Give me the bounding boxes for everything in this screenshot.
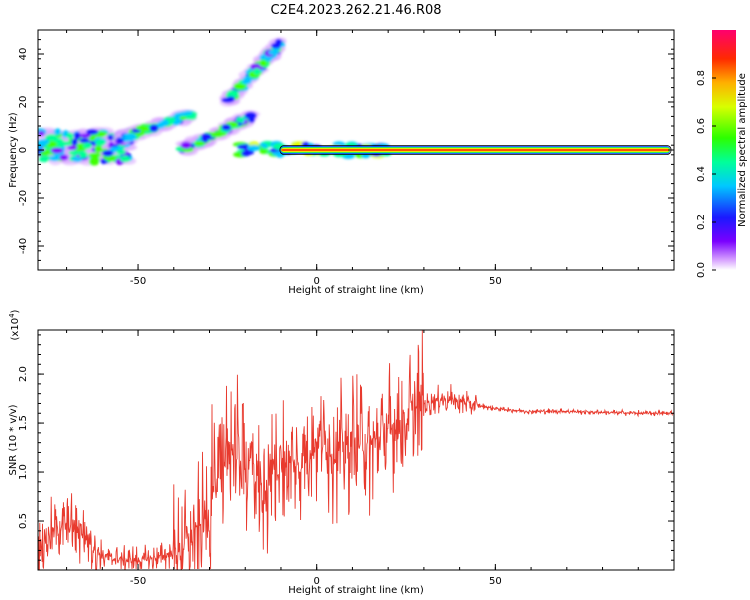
x-tick-label: -50 [130, 576, 146, 587]
spectral-blob [253, 68, 261, 75]
spectral-blob [95, 139, 106, 147]
spectral-blob [73, 131, 81, 140]
snr-ylabel: SNR (10 * v/v) [8, 404, 19, 475]
spectral-blob [88, 152, 102, 158]
spectral-blob [116, 138, 125, 144]
spectral-blob [241, 150, 251, 157]
spectrogram-blobs [38, 37, 392, 166]
colorbar-tick-label: 0.4 [696, 166, 707, 182]
y-tick-label: -40 [18, 238, 29, 254]
colorbar-tick-label: 0.8 [696, 70, 707, 86]
spectral-blob [361, 152, 371, 159]
figure-title: C2E4.2023.262.21.46.R08 [270, 3, 441, 18]
spectral-blob [49, 155, 60, 162]
spectral-blob [259, 148, 269, 154]
colorbar-label: Normalized spectral amplitude [737, 73, 748, 227]
spectral-blob [236, 116, 244, 124]
spectral-blob [67, 145, 78, 150]
zero-frequency-band [279, 145, 672, 155]
x-tick-label: -50 [130, 276, 146, 287]
snr-xlabel: Height of straight line (km) [288, 585, 424, 596]
spectral-blob [54, 137, 65, 145]
spectral-blob [72, 156, 83, 163]
snr-frame [37, 329, 675, 571]
spectral-blob [50, 147, 64, 154]
snr-scale-label: (x104) [8, 309, 21, 340]
colorbar-gradient [712, 30, 736, 270]
y-tick-label: 1.0 [18, 464, 29, 480]
spectral-blob [58, 154, 69, 161]
y-tick-label: -20 [18, 190, 29, 206]
spectral-blob [268, 50, 279, 55]
spectral-blob [244, 111, 257, 120]
colorbar-tick-label: 0.2 [696, 214, 707, 230]
spectral-blob [94, 144, 103, 153]
spectral-blob [135, 125, 149, 131]
snr-panel: -50 0 50 0.5 1.0 1.5 2.0 Height of straight li… [8, 309, 675, 596]
colorbar-tick-label: 0.0 [696, 262, 707, 278]
spectral-blob [263, 55, 273, 62]
spectral-blob [39, 151, 51, 156]
spectral-blob [79, 150, 88, 159]
spectral-blob [214, 131, 223, 137]
spectral-blob [233, 82, 247, 91]
spectrogram-ticks: -50 0 50 -40 -20 0 20 40 [18, 29, 675, 287]
y-tick-label: 40 [18, 48, 29, 61]
y-tick-label: 0 [18, 147, 29, 153]
spectral-blob [82, 142, 93, 150]
spectral-blob [66, 132, 74, 139]
spectral-blob [53, 128, 62, 135]
snr-ticks: -50 0 50 0.5 1.0 1.5 2.0 [18, 330, 675, 587]
spectral-blob [71, 138, 78, 146]
spectral-blob [242, 78, 252, 85]
x-tick-label: 0 [314, 276, 320, 287]
spectral-blob [149, 124, 159, 133]
spectral-blob [68, 150, 81, 156]
spectral-blob [120, 155, 131, 163]
spectral-blob [184, 114, 197, 121]
spectral-blob [79, 138, 90, 144]
spectral-blob [240, 143, 250, 150]
spectral-blob [275, 38, 283, 46]
spectral-blob [104, 154, 117, 162]
x-tick-label: 50 [489, 276, 502, 287]
spectral-blob [159, 119, 169, 127]
spectral-blob [38, 138, 50, 145]
zero-band-layer [280, 149, 670, 151]
y-tick-label: 20 [18, 96, 29, 109]
spectral-blob [193, 140, 206, 147]
y-tick-label: 1.5 [18, 415, 29, 431]
spectral-blob [247, 144, 261, 151]
spectral-blob [116, 149, 126, 155]
y-tick-label: 2.0 [18, 366, 29, 382]
spectral-blob [226, 89, 240, 98]
spectral-blob [38, 156, 50, 163]
spectral-blob [226, 96, 236, 102]
spectral-blob [79, 133, 92, 139]
spectrogram-xlabel: Height of straight line (km) [288, 285, 424, 296]
spectral-blob [86, 129, 99, 135]
spectrogram-ylabel: Frequency (Hz) [8, 112, 19, 188]
spectrogram-panel: -50 0 50 -40 -20 0 20 40 Height of straight lin… [8, 29, 675, 296]
x-tick-label: 0 [314, 576, 320, 587]
spectral-blob [180, 141, 192, 149]
colorbar: 0.0 0.2 0.4 0.6 0.8 Normalized spectral ampl… [696, 30, 748, 278]
colorbar-ticks: 0.0 0.2 0.4 0.6 0.8 [696, 70, 716, 278]
spectrogram-content [38, 37, 672, 166]
spectral-blob [38, 130, 45, 136]
x-tick-label: 50 [489, 576, 502, 587]
spectral-blob [179, 115, 187, 120]
y-tick-label: 0.5 [18, 513, 29, 529]
spectral-blob [221, 124, 232, 131]
spectral-blob [259, 59, 268, 67]
spectral-blob [123, 133, 136, 138]
spectral-blob [88, 157, 100, 166]
spectral-blob [102, 150, 114, 157]
snr-series-line [38, 330, 674, 570]
colorbar-tick-label: 0.6 [696, 118, 707, 134]
